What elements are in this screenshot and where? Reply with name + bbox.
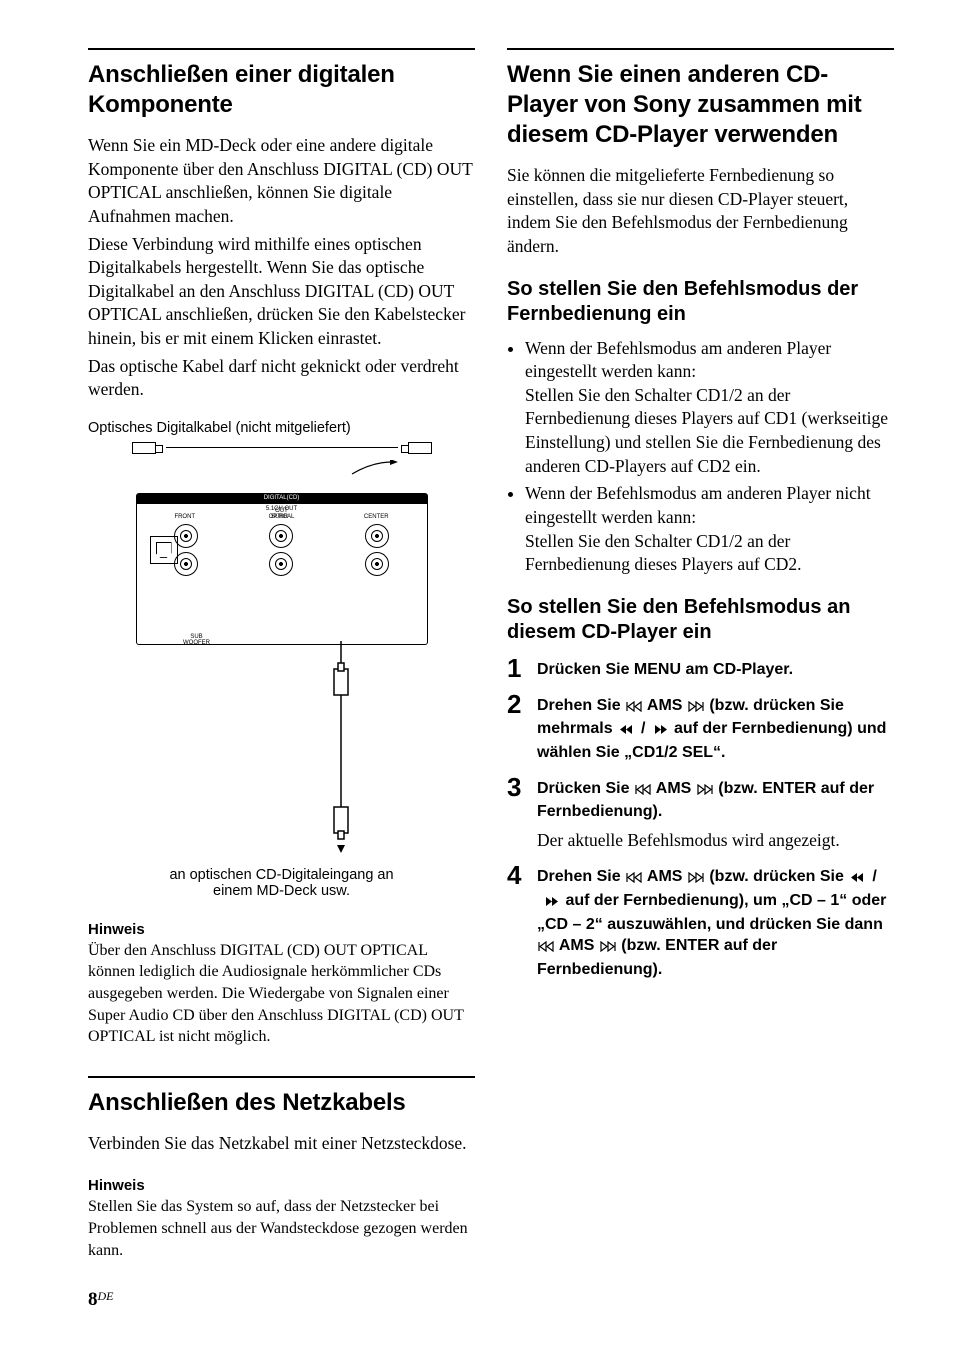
step-text: Drücken Sie MENU am CD-Player. bbox=[537, 655, 894, 681]
rca-jack-icon bbox=[174, 524, 198, 548]
out-optical-label: OUTOPTICAL bbox=[137, 508, 427, 520]
cable-curve-icon bbox=[132, 460, 432, 476]
step-3: 3 Drücken Sie AMS (bzw. ENTER auf der Fe… bbox=[507, 774, 894, 853]
ams-next-icon bbox=[687, 697, 705, 719]
step-text: Drehen Sie AMS (bzw. drücken Sie mehrmal… bbox=[537, 691, 894, 764]
body-text: Diese Verbindung wird mithilfe eines opt… bbox=[88, 233, 475, 351]
optical-jack-icon bbox=[150, 536, 178, 564]
body-text: Das optische Kabel darf nicht geknickt o… bbox=[88, 355, 475, 402]
skip-back-icon bbox=[617, 720, 641, 742]
skip-fwd-icon bbox=[537, 892, 561, 914]
step-number: 2 bbox=[507, 691, 537, 717]
plug-left-icon bbox=[132, 442, 156, 454]
left-column: Anschließen einer digitalen Komponente W… bbox=[88, 48, 475, 1261]
skip-fwd-icon bbox=[646, 720, 670, 742]
ams-next-icon bbox=[687, 868, 705, 890]
optical-cable-icon bbox=[132, 442, 432, 454]
page: Anschließen einer digitalen Komponente W… bbox=[0, 0, 954, 1335]
subheading-player-mode: So stellen Sie den Befehlsmodus an diese… bbox=[507, 595, 894, 645]
step-number: 1 bbox=[507, 655, 537, 681]
list-item: Wenn der Befehlsmodus am anderen Player … bbox=[525, 337, 894, 479]
subheading-remote-mode: So stellen Sie den Befehlsmodus der Fern… bbox=[507, 277, 894, 327]
list-item: Wenn der Befehlsmodus am anderen Player … bbox=[525, 482, 894, 577]
rca-jack-icon bbox=[269, 524, 293, 548]
vertical-cable-diagram bbox=[132, 641, 432, 861]
section-rule bbox=[88, 48, 475, 50]
body-text: Wenn Sie ein MD-Deck oder eine andere di… bbox=[88, 134, 475, 229]
bullet-list: Wenn der Befehlsmodus am anderen Player … bbox=[507, 337, 894, 577]
step-text: Drücken Sie AMS (bzw. ENTER auf der Fern… bbox=[537, 774, 894, 853]
cable-path-icon bbox=[132, 641, 432, 861]
step-4: 4 Drehen Sie AMS (bzw. drücken Sie / auf… bbox=[507, 862, 894, 980]
connection-diagram: ANALOG 5.1CH OUT FRONT SURR CENTER bbox=[132, 442, 432, 899]
step-2: 2 Drehen Sie AMS (bzw. drücken Sie mehrm… bbox=[507, 691, 894, 764]
rca-jack-icon bbox=[269, 552, 293, 576]
numbered-steps: 1 Drücken Sie MENU am CD-Player. 2 Drehe… bbox=[507, 655, 894, 981]
section-rule bbox=[507, 48, 894, 50]
note-heading: Hinweis bbox=[88, 1177, 475, 1194]
note-heading: Hinweis bbox=[88, 921, 475, 938]
ams-prev-icon bbox=[537, 937, 555, 959]
step-1: 1 Drücken Sie MENU am CD-Player. bbox=[507, 655, 894, 681]
two-column-layout: Anschließen einer digitalen Komponente W… bbox=[88, 48, 894, 1261]
heading-other-cd-player: Wenn Sie einen anderen CD-Player von Son… bbox=[507, 60, 894, 150]
page-number: 8 bbox=[88, 1289, 98, 1311]
step-sub-text: Der aktuelle Befehlsmodus wird angezeigt… bbox=[537, 829, 894, 853]
plug-right-icon bbox=[408, 442, 432, 454]
step-text: Drehen Sie AMS (bzw. drücken Sie / auf d… bbox=[537, 862, 894, 980]
note-body: Stellen Sie das System so auf, dass der … bbox=[88, 1196, 475, 1261]
cable-line bbox=[166, 447, 398, 448]
ams-next-icon bbox=[599, 937, 617, 959]
diagram-caption: Optisches Digitalkabel (nicht mitgeliefe… bbox=[88, 420, 475, 436]
skip-back-icon bbox=[848, 868, 872, 890]
body-text: Verbinden Sie das Netzkabel mit einer Ne… bbox=[88, 1132, 475, 1156]
rca-jack-icon bbox=[365, 552, 389, 576]
heading-power-cable: Anschließen des Netzkabels bbox=[88, 1088, 475, 1118]
ams-prev-icon bbox=[634, 780, 652, 802]
rca-jack-icon bbox=[174, 552, 198, 576]
right-column: Wenn Sie einen anderen CD-Player von Son… bbox=[507, 48, 894, 1261]
heading-digital-component: Anschließen einer digitalen Komponente bbox=[88, 60, 475, 120]
rca-grid bbox=[141, 524, 423, 576]
ams-next-icon bbox=[696, 780, 714, 802]
rca-jack-icon bbox=[365, 524, 389, 548]
body-text: Sie können die mitgelieferte Fernbedienu… bbox=[507, 164, 894, 259]
ams-prev-icon bbox=[625, 697, 643, 719]
digital-label: DIGITAL(CD) bbox=[137, 494, 427, 502]
step-number: 3 bbox=[507, 774, 537, 800]
page-language: DE bbox=[98, 1289, 114, 1303]
diagram-sub-caption: an optischen CD-Digitaleingang an einem … bbox=[132, 867, 432, 899]
step-number: 4 bbox=[507, 862, 537, 888]
note-body: Über den Anschluss DIGITAL (CD) OUT OPTI… bbox=[88, 940, 475, 1048]
section-rule bbox=[88, 1076, 475, 1078]
ams-prev-icon bbox=[625, 868, 643, 890]
page-footer: 8DE bbox=[88, 1289, 894, 1311]
rear-panel-diagram: ANALOG 5.1CH OUT FRONT SURR CENTER bbox=[136, 493, 428, 645]
